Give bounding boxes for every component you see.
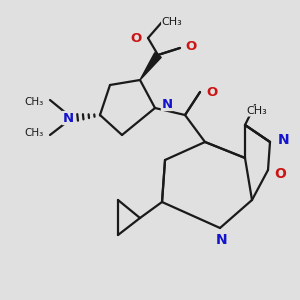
Text: N: N	[161, 98, 172, 110]
Polygon shape	[140, 53, 161, 80]
Text: N: N	[62, 112, 74, 124]
Text: N: N	[278, 133, 290, 147]
Text: O: O	[130, 32, 142, 44]
Text: CH₃: CH₃	[25, 97, 44, 107]
Text: CH₃: CH₃	[25, 128, 44, 138]
Text: N: N	[216, 233, 228, 247]
Text: O: O	[206, 85, 218, 98]
Text: O: O	[185, 40, 197, 52]
Text: CH₃: CH₃	[162, 17, 182, 27]
Text: O: O	[274, 167, 286, 181]
Text: CH₃: CH₃	[247, 106, 267, 116]
